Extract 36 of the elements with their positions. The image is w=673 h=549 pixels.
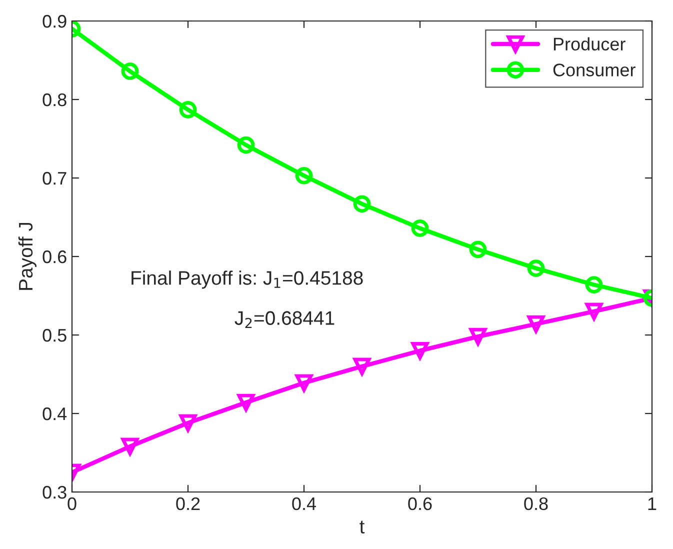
- y-tick-label: 0.7: [42, 172, 66, 185]
- x-tick-label: 0: [68, 497, 76, 510]
- x-tick-label: 0.6: [408, 497, 432, 510]
- y-tick-label: 0.4: [42, 407, 67, 420]
- y-axis-title: Payoff J: [18, 222, 36, 290]
- point: [469, 240, 487, 258]
- point: [121, 62, 139, 80]
- y-tick-label: 0.3: [42, 486, 66, 499]
- point: [353, 358, 371, 376]
- point: [179, 414, 197, 432]
- point: [353, 195, 371, 213]
- point: [295, 166, 313, 184]
- point: [237, 136, 255, 154]
- y-tick-label: 0.5: [42, 328, 66, 342]
- point: [179, 101, 197, 118]
- annotation: J$_{2}$=0.68441: [234, 311, 334, 328]
- legend-label: Producer: [554, 37, 626, 51]
- x-tick-label: 0.8: [524, 497, 548, 510]
- y-tick-label: 0.8: [42, 93, 66, 106]
- point: [237, 394, 255, 412]
- legend-label: Consumer: [553, 64, 636, 76]
- x-tick-label: 1: [648, 498, 656, 510]
- point: [411, 220, 429, 237]
- point: [121, 438, 139, 456]
- y-tick-label: 0.9: [42, 14, 66, 28]
- point: [585, 276, 603, 294]
- point: [527, 260, 545, 277]
- y-tick-label: 0.6: [42, 250, 66, 264]
- annotation: Final Payoff is: J$_{1}$=0.45188: [132, 270, 363, 289]
- x-tick-label: 0.2: [176, 497, 200, 510]
- x-tick-label: 0.4: [292, 497, 316, 510]
- x-axis-title: t: [360, 520, 365, 534]
- point: [469, 328, 487, 346]
- point: [295, 374, 313, 392]
- point: [585, 302, 603, 320]
- point: [527, 315, 545, 333]
